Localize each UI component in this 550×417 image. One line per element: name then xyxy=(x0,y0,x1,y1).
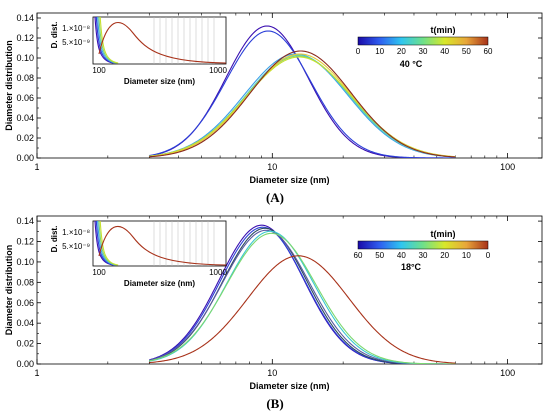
y-tick-label: 0.14 xyxy=(16,13,34,23)
inset-steep-line xyxy=(99,221,119,266)
y-tick-label: 0.08 xyxy=(16,73,34,83)
inset-y-axis-label: D. dist. xyxy=(50,22,59,49)
colorbar-tick-label: 60 xyxy=(484,47,493,56)
series-line-3 xyxy=(149,53,456,158)
inset-plot: 1.×10⁻⁸ 5.×10⁻⁹D. dist. 100 1000 Diameter si… xyxy=(50,220,227,288)
y-tick-label: 0.00 xyxy=(16,359,34,369)
inset-frame xyxy=(92,16,227,65)
inset-x-tick-label: 100 xyxy=(92,66,106,75)
colorbar-tick-label: 40 xyxy=(440,47,449,56)
chart-panel-a: 0.000.020.040.060.080.100.120.141 10 100Di… xyxy=(4,12,543,205)
x-tick-label: 100 xyxy=(500,368,515,378)
panel-label: (B) xyxy=(266,396,283,411)
x-tick-label: 10 xyxy=(267,162,277,172)
colorbar xyxy=(357,240,489,250)
y-tick-label: 0.02 xyxy=(16,133,34,143)
inset-red-curve xyxy=(98,226,226,266)
colorbar-tick-label: 0 xyxy=(486,251,491,260)
colorbar-tick-label: 40 xyxy=(397,251,406,260)
series-line-6 xyxy=(149,232,456,364)
colorbar-tick-label: 30 xyxy=(419,251,428,260)
panel-label: (A) xyxy=(266,190,284,205)
series-line-7 xyxy=(149,255,456,364)
inset-red-curve xyxy=(98,22,226,64)
plot-frame xyxy=(36,12,543,159)
inset-steep-line xyxy=(99,17,119,64)
condition-label: 18°C xyxy=(401,262,422,272)
inset-y-tick-label: 5.×10⁻⁹ xyxy=(62,38,90,47)
colorbar-tick-label: 0 xyxy=(356,47,361,56)
inset-series xyxy=(94,17,226,64)
x-tick-label: 1 xyxy=(34,368,39,378)
y-tick-label: 0.02 xyxy=(16,339,34,349)
colorbar-tick-label: 10 xyxy=(462,251,471,260)
condition-label: 40 °C xyxy=(400,59,423,69)
y-tick-label: 0.12 xyxy=(16,237,34,247)
inset-y-tick-label: 5.×10⁻⁹ xyxy=(62,242,90,251)
colorbar-tick-label: 20 xyxy=(397,47,406,56)
y-tick-label: 0.10 xyxy=(16,53,34,63)
series-line-7 xyxy=(149,53,456,158)
y-tick-label: 0.08 xyxy=(16,277,34,287)
colorbar-tick-label: 10 xyxy=(375,47,384,56)
y-axis-label: Diameter distribution xyxy=(4,245,14,336)
inset-series xyxy=(94,221,226,266)
colorbar-tick-label: 20 xyxy=(440,251,449,260)
x-axis-label: Diameter size (nm) xyxy=(249,381,329,391)
series-group xyxy=(149,25,456,158)
y-tick-label: 0.04 xyxy=(16,113,34,123)
colorbar-tick-label: 50 xyxy=(375,251,384,260)
x-tick-label: 100 xyxy=(500,162,515,172)
colorbar xyxy=(357,36,489,46)
inset-y-tick-label: 1.×10⁻⁸ xyxy=(62,228,90,237)
colorbar-tick-label: 30 xyxy=(419,47,428,56)
inset-x-axis-label: Diameter size (nm) xyxy=(124,77,195,86)
inset-plot: 1.×10⁻⁸ 5.×10⁻⁹D. dist. 100 1000 Diameter si… xyxy=(50,16,227,86)
inset-x-axis-label: Diameter size (nm) xyxy=(124,279,195,288)
inset-x-tick-label: 1000 xyxy=(209,66,227,75)
colorbar-title: t(min) xyxy=(431,25,456,35)
x-axis-label: Diameter size (nm) xyxy=(249,175,329,185)
inset-y-axis-label: D. dist. xyxy=(50,226,59,253)
colorbar-title: t(min) xyxy=(431,229,456,239)
inset-x-tick-label: 1000 xyxy=(209,268,227,277)
series-line-8 xyxy=(149,50,456,158)
inset-x-tick-label: 100 xyxy=(92,268,106,277)
y-tick-label: 0.10 xyxy=(16,257,34,267)
x-tick-label: 10 xyxy=(267,368,277,378)
y-tick-label: 0.00 xyxy=(16,153,34,163)
y-tick-label: 0.04 xyxy=(16,318,34,328)
y-tick-label: 0.12 xyxy=(16,33,34,43)
inset-frame xyxy=(92,220,227,267)
colorbar-tick-label: 60 xyxy=(354,251,363,260)
x-tick-label: 1 xyxy=(34,162,39,172)
y-tick-label: 0.14 xyxy=(16,216,34,226)
series-line-2 xyxy=(149,30,456,158)
plot-frame xyxy=(36,215,543,365)
y-tick-label: 0.06 xyxy=(16,298,34,308)
colorbar-tick-label: 50 xyxy=(462,47,471,56)
y-axis-label: Diameter distribution xyxy=(4,40,14,131)
y-tick-label: 0.06 xyxy=(16,93,34,103)
inset-y-tick-label: 1.×10⁻⁸ xyxy=(62,24,90,33)
chart-panel-b: 0.000.020.040.060.080.100.120.141 10 100Di… xyxy=(4,215,543,411)
series-group xyxy=(149,224,456,364)
